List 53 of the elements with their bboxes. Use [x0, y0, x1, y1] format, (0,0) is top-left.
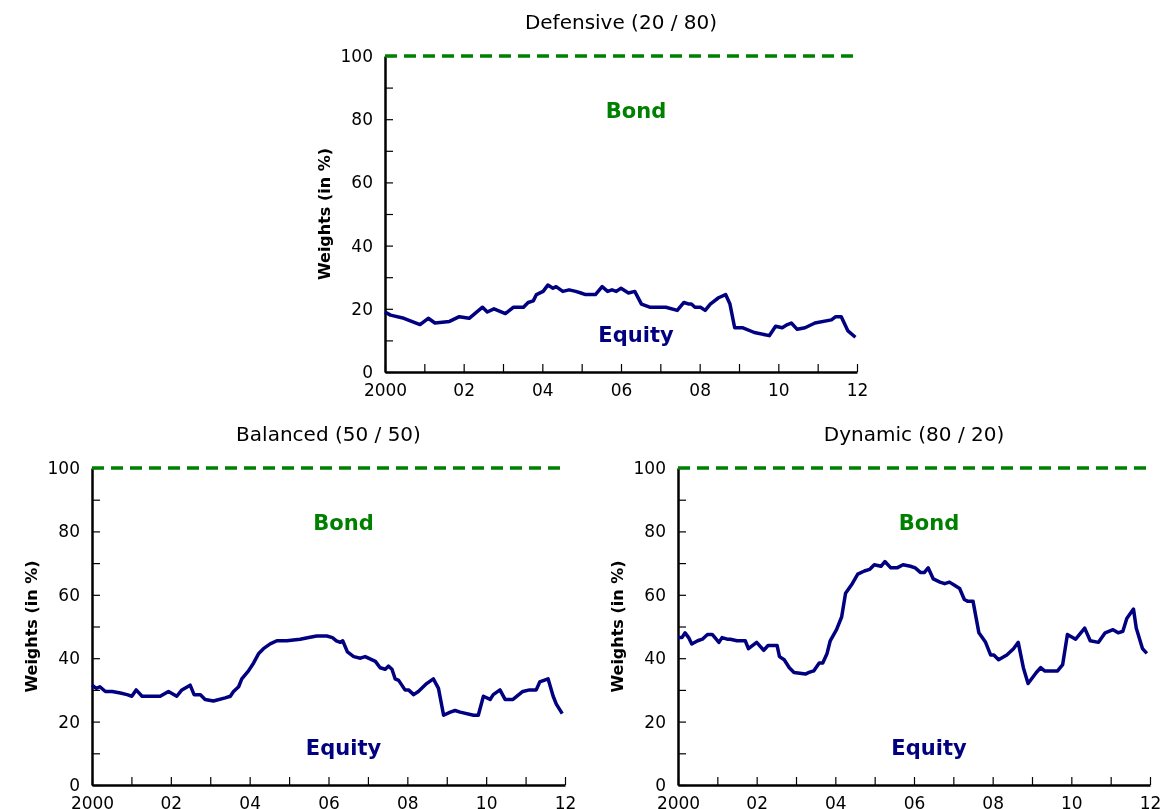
y-tick-label: 0 [69, 774, 80, 795]
text: Bond [605, 99, 667, 123]
x-tick-label: 02 [746, 793, 768, 809]
y-tick-label: 20 [644, 711, 666, 732]
x-tick-label: 08 [982, 793, 1004, 809]
y-tick-label: 80 [351, 109, 373, 130]
y-axis-title: Weights (in %) [315, 147, 334, 281]
x-tick-label: 08 [397, 793, 419, 809]
x-tick-label: 06 [903, 793, 926, 809]
y-tick-label: 60 [351, 172, 373, 193]
x-tick-label: 10 [475, 793, 498, 809]
y-tick-label: 20 [58, 711, 80, 732]
x-tick-label: 12 [1139, 793, 1162, 809]
x-tick-label: 10 [768, 380, 790, 401]
x-tick-label: 02 [453, 380, 475, 401]
x-tick-label: 02 [160, 793, 183, 809]
series-label: Equity [598, 323, 674, 347]
x-tick-label: 12 [554, 793, 577, 809]
x-tick-label: 04 [532, 380, 554, 401]
y-axis-title: Weights (in %) [22, 560, 41, 693]
x-tick-label: 08 [689, 380, 711, 401]
y-tick-label: 0 [362, 361, 373, 382]
text: Bond [313, 511, 374, 535]
x-tick-label: 2000 [70, 793, 115, 809]
y-tick-label: 100 [47, 457, 80, 478]
x-tick-label: 04 [239, 793, 261, 809]
text: Bond [898, 511, 960, 535]
y-tick-label: 60 [58, 584, 80, 605]
x-tick-label: 10 [1061, 793, 1083, 809]
y-tick-label: 40 [644, 648, 666, 669]
y-tick-label: 100 [633, 457, 666, 478]
x-tick-label: 06 [610, 380, 633, 401]
chart-title: Dynamic (80 / 20) [823, 422, 1005, 446]
y-tick-label: 60 [644, 584, 666, 605]
text: Equity [305, 736, 382, 760]
text: Equity [891, 736, 967, 760]
x-tick-label: 06 [318, 793, 340, 809]
y-tick-label: 80 [58, 521, 80, 542]
chart-title: Defensive (20 / 80) [524, 10, 718, 34]
x-tick-label: 12 [846, 380, 869, 401]
y-tick-label: 20 [351, 298, 373, 319]
x-tick-label: 04 [825, 793, 847, 809]
x-tick-label: 2000 [363, 380, 408, 401]
y-tick-label: 80 [644, 521, 666, 542]
y-tick-label: 100 [340, 45, 373, 66]
y-tick-label: 40 [351, 235, 373, 256]
line-series [676, 559, 1149, 686]
y-axis-title: Weights (in %) [608, 560, 627, 693]
y-tick-label: 0 [655, 774, 666, 795]
chart-title: Balanced (50 / 50) [236, 422, 421, 446]
line-series [90, 634, 564, 718]
x-tick-label: 2000 [656, 793, 701, 809]
y-tick-label: 40 [58, 648, 80, 669]
